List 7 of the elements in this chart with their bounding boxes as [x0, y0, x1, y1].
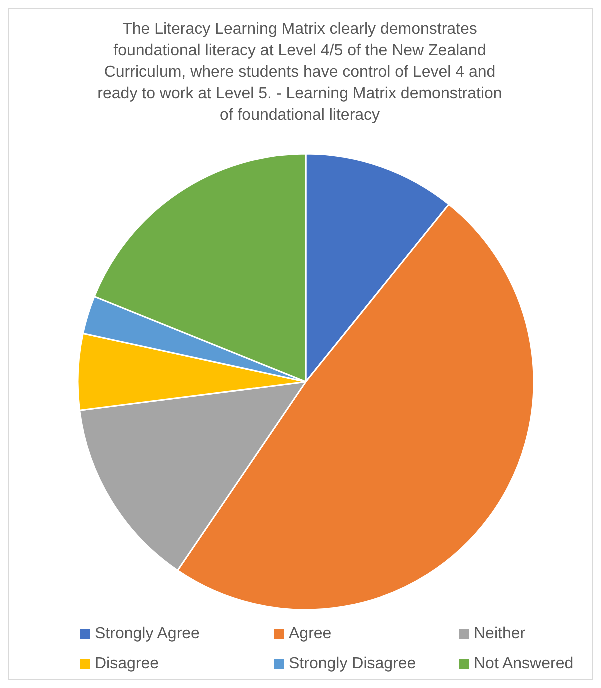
legend-label: Disagree	[95, 656, 160, 672]
legend-label: Strongly Disagree	[289, 656, 416, 672]
legend-label: Neither	[474, 626, 526, 642]
legend-label: Not Answered	[474, 656, 574, 672]
legend-label: Agree	[289, 626, 332, 642]
legend-label: Strongly Agree	[95, 626, 200, 642]
chart-title: The Literacy Learning Matrix clearly demonstrates foundational literacy at Level 4/5 of the New Zealand Curriculum, where students have control of Level 4 and ready to work at Level 5. - Learning Matrix demonstration of foundational literacy	[98, 21, 502, 124]
